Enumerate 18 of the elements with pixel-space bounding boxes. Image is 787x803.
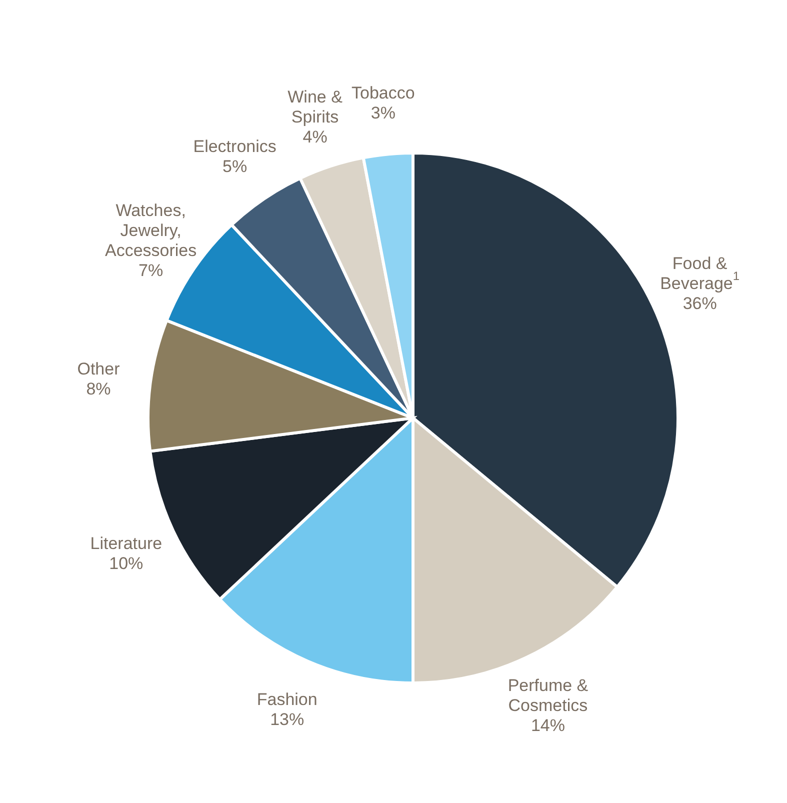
slice-label: Watches, Jewelry, Accessories — [104, 200, 197, 260]
slice-label: Food & Beverage$^{1}$ — [660, 254, 740, 293]
data-label: 7% — [138, 260, 164, 280]
slice-label: Other — [77, 358, 120, 378]
slice-label: Tobacco — [352, 82, 415, 102]
slice-label: Literature — [90, 533, 162, 552]
data-label: 14% — [530, 715, 565, 734]
data-label: 13% — [270, 709, 304, 728]
slice-label: Fashion — [256, 689, 318, 708]
slice-label: Wine & Spirits — [288, 87, 344, 126]
data-label: 36% — [682, 294, 717, 313]
slice-label: Perfume & Cosmetics — [508, 675, 589, 714]
data-label: 3% — [370, 102, 396, 122]
data-label: 10% — [109, 553, 144, 572]
data-label: 5% — [222, 156, 248, 176]
slice-label: Electronics — [193, 136, 276, 156]
data-label: 8% — [86, 378, 111, 398]
data-label: 4% — [302, 127, 328, 146]
